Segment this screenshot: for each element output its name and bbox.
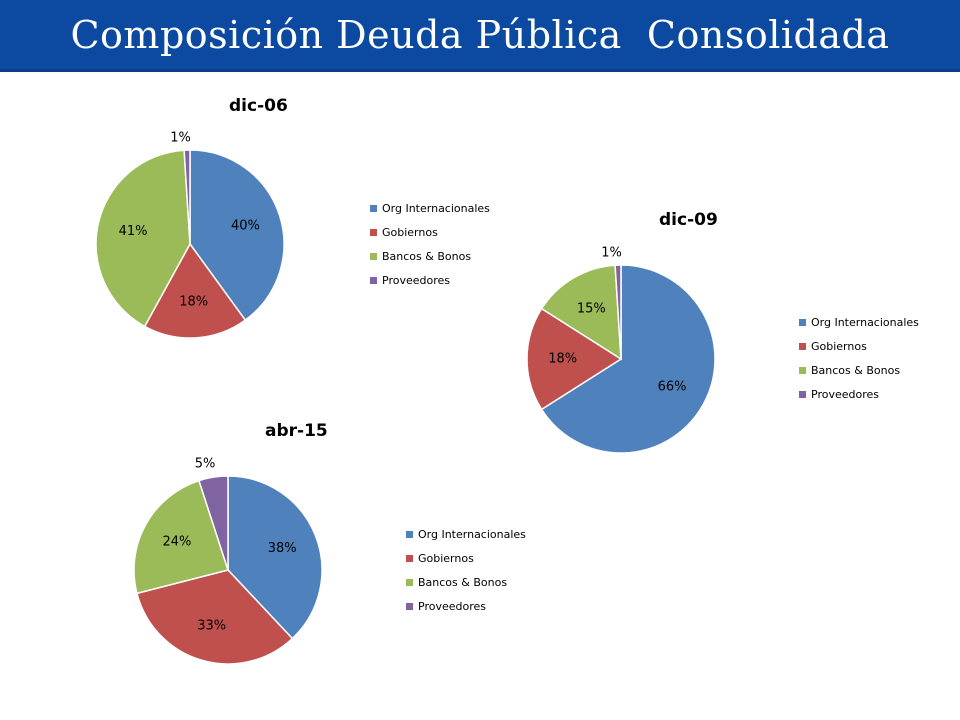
legend-label: Gobiernos (418, 551, 474, 565)
legend-label: Proveedores (418, 599, 486, 613)
legend-swatch (799, 366, 806, 374)
pie-slice-org-internacionales (227, 475, 323, 640)
data-label-gobiernos: 18% (548, 352, 577, 367)
data-label-gobiernos: 33% (197, 619, 226, 634)
data-label-bancos-bonos: 24% (162, 534, 191, 549)
data-label-bancos-bonos: 15% (577, 301, 606, 316)
legend-swatch (370, 276, 377, 284)
legend-item: Gobiernos (799, 334, 919, 358)
legend-item: Org Internacionales (406, 522, 526, 546)
legend-item: Gobiernos (370, 220, 490, 244)
legend-swatch (799, 318, 806, 326)
legend-swatch (406, 602, 413, 610)
legend-item: Gobiernos (406, 546, 526, 570)
pie-slice-bancos-bonos (95, 149, 191, 328)
pie-slice-proveedores (198, 475, 229, 571)
legend-item: Bancos & Bonos (799, 358, 919, 382)
legend-label: Proveedores (382, 273, 450, 287)
legend-label: Org Internacionales (811, 315, 919, 329)
data-label-proveedores: 1% (170, 131, 191, 146)
legend-swatch (406, 578, 413, 586)
legend-swatch (370, 228, 377, 236)
pie-slice-gobiernos (143, 242, 247, 339)
title-bar: Composición Deuda Pública Consolidada (0, 0, 960, 72)
pie-slice-org-internacionales (540, 264, 716, 454)
legend-label: Gobiernos (811, 339, 867, 353)
legend-item: Proveedores (370, 268, 490, 292)
legend-swatch (406, 554, 413, 562)
legend-label: Bancos & Bonos (418, 575, 508, 589)
legend-item: Org Internacionales (799, 310, 919, 334)
legend-item: Proveedores (406, 594, 526, 618)
pie-slice-bancos-bonos (540, 264, 622, 361)
legend-dic-06: Org Internacionales Gobiernos Bancos & B… (370, 196, 490, 292)
legend-label: Proveedores (811, 387, 879, 401)
legend-swatch (370, 204, 377, 212)
pie-slice-proveedores (183, 149, 191, 245)
data-label-proveedores: 1% (601, 246, 622, 261)
legend-item: Org Internacionales (370, 196, 490, 220)
data-label-org-internacionales: 66% (658, 380, 687, 395)
data-label-bancos-bonos: 41% (119, 224, 148, 239)
legend-label: Gobiernos (382, 225, 438, 239)
page-title: Composición Deuda Pública Consolidada (70, 12, 890, 57)
legend-label: Org Internacionales (382, 201, 490, 215)
data-label-proveedores: 5% (195, 457, 216, 472)
pie-chart-abr-15: 38% 33% 24% 5% (133, 457, 323, 665)
chart-title-dic-09: dic-09 (659, 210, 718, 230)
legend-label: Bancos & Bonos (811, 363, 901, 377)
legend-item: Bancos & Bonos (370, 244, 490, 268)
data-label-gobiernos: 18% (179, 295, 208, 310)
legend-swatch (406, 530, 413, 538)
legend-item: Proveedores (799, 382, 919, 406)
pie-chart-dic-09: 66% 18% 15% 1% (526, 246, 716, 454)
data-label-org-internacionales: 38% (268, 541, 297, 556)
pie-slice-bancos-bonos (133, 479, 229, 595)
legend-dic-09: Org Internacionales Gobiernos Bancos & B… (799, 310, 919, 406)
legend-abr-15: Org Internacionales Gobiernos Bancos & B… (406, 522, 526, 618)
pie-slice-gobiernos (526, 307, 623, 411)
legend-label: Bancos & Bonos (382, 249, 472, 263)
legend-label: Org Internacionales (418, 527, 526, 541)
pie-slice-org-internacionales (189, 149, 285, 322)
chart-title-abr-15: abr-15 (265, 421, 328, 441)
data-label-org-internacionales: 40% (231, 219, 260, 234)
pie-slice-gobiernos (136, 569, 294, 665)
pie-chart-dic-06: 40% 18% 41% 1% (95, 131, 285, 339)
legend-item: Bancos & Bonos (406, 570, 526, 594)
chart-title-dic-06: dic-06 (229, 96, 288, 116)
legend-swatch (370, 252, 377, 260)
legend-swatch (799, 390, 806, 398)
pie-slice-proveedores (614, 264, 622, 360)
legend-swatch (799, 342, 806, 350)
